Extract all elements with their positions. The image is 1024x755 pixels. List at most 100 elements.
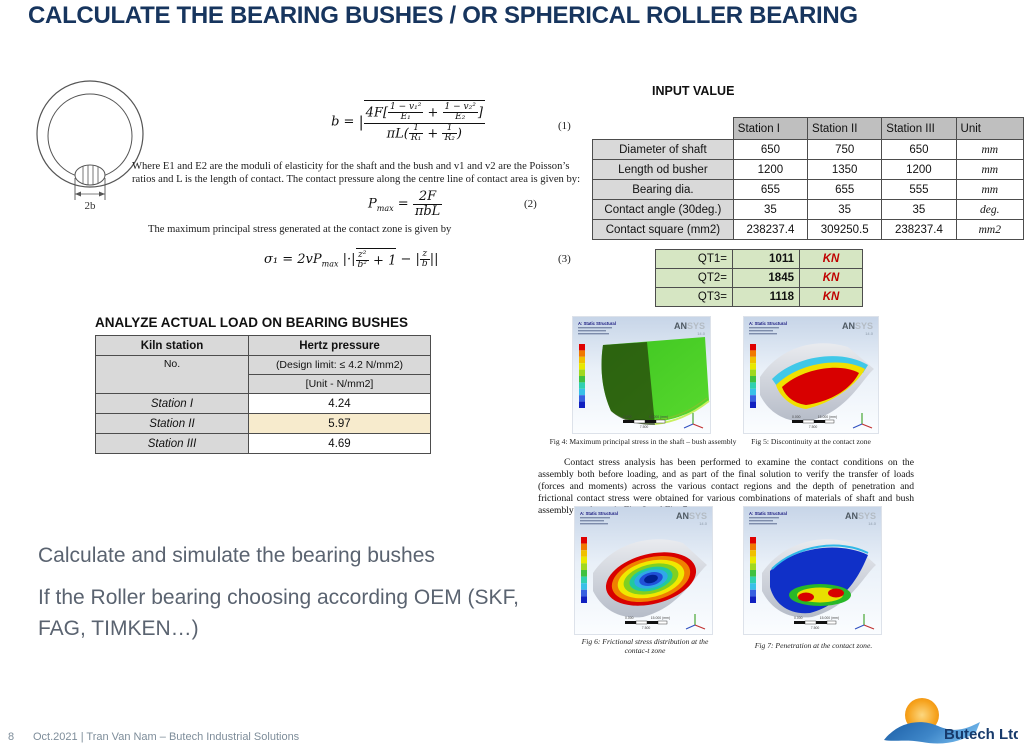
table-row: Contact angle (30deg.) 35 35 35 deg. bbox=[592, 199, 1024, 220]
analyze-station: Station I bbox=[95, 393, 249, 414]
page-title: CALCULATE THE BEARING BUSHES / OR SPHERI… bbox=[28, 2, 858, 29]
svg-text:15.000 (mm): 15.000 (mm) bbox=[818, 415, 837, 419]
eq3-minus: − bbox=[400, 251, 412, 267]
scale-bar: 0.000 15.000 (mm) 7.500 bbox=[794, 616, 839, 630]
input-header-unit: Unit bbox=[955, 117, 1024, 140]
eq1-radical: | bbox=[358, 112, 364, 131]
eq3-z: z bbox=[419, 249, 430, 260]
input-row-label: Length od busher bbox=[592, 159, 734, 180]
qt-value: 1845 bbox=[732, 268, 800, 288]
input-row-label: Contact angle (30deg.) bbox=[592, 199, 734, 220]
fig7-image: A: Static Structural ANSYS 14.0 0.000 bbox=[749, 511, 877, 630]
svg-text:0.000: 0.000 bbox=[794, 616, 803, 620]
input-header-station2: Station II bbox=[807, 117, 883, 140]
color-legend bbox=[750, 344, 756, 408]
ansys-version: 14.0 bbox=[697, 331, 706, 336]
input-cell: 238237.4 bbox=[881, 219, 957, 240]
fig5-image: A: Static Structural ANSYS 14.0 0.000 15… bbox=[749, 321, 874, 429]
diagram-2b-label: 2b bbox=[85, 200, 97, 212]
svg-text:0.000: 0.000 bbox=[623, 415, 632, 419]
input-unit-cell: mm2 bbox=[955, 219, 1024, 240]
logo-text: Butech Ltd. bbox=[944, 726, 1018, 743]
input-row-label: Contact square (mm2) bbox=[592, 219, 734, 240]
analyze-heading: ANALYZE ACTUAL LOAD ON BEARING BUSHES bbox=[95, 315, 409, 330]
note-line-1: Calculate and simulate the bearing bushe… bbox=[38, 544, 435, 567]
summary-notes: Calculate and simulate the bearing bushe… bbox=[38, 540, 543, 655]
axis-triad-icon bbox=[685, 614, 706, 630]
stress-text: The maximum principal stress generated a… bbox=[148, 224, 452, 235]
eq1-frac1-den: E₁ bbox=[400, 112, 411, 123]
fig6-caption-line1: Fig 6: Frictional stress distribution at… bbox=[581, 637, 709, 646]
fig7-caption: Fig 7: Penetration at the contact zone. bbox=[754, 641, 873, 650]
table-row: Diameter of shaft 650 750 650 mm bbox=[592, 139, 1024, 160]
svg-text:7.500: 7.500 bbox=[811, 626, 820, 630]
eq1-frac2-num: 1 − v₂² bbox=[442, 102, 478, 114]
fig5-plot-header: A: Static Structural bbox=[749, 321, 787, 326]
input-cell: 650 bbox=[732, 139, 809, 160]
table-row: Length od busher 1200 1350 1200 mm bbox=[592, 159, 1024, 180]
page-number: 8 bbox=[8, 731, 15, 743]
table-row: Kiln station Hertz pressure bbox=[95, 335, 431, 356]
eq3-plus1: + 1 bbox=[373, 253, 397, 269]
ansys-version: 14.0 bbox=[868, 521, 877, 526]
fig6-plot-header: A: Static Structural bbox=[580, 511, 618, 516]
input-unit-cell: mm bbox=[955, 139, 1024, 160]
fig7-ansys-plot: A: Static Structural ANSYS 14.0 0.000 bbox=[744, 507, 881, 634]
analyze-col2-header: Hertz pressure bbox=[248, 335, 431, 356]
input-cell: 655 bbox=[732, 179, 809, 200]
eq2-den: πbL bbox=[414, 203, 441, 219]
qt-unit: KN bbox=[799, 249, 863, 269]
eq1-frac2-den: E₂ bbox=[455, 112, 466, 123]
eq3-frac-den: b² bbox=[357, 260, 367, 271]
input-header-station1: Station I bbox=[732, 117, 809, 140]
eq1-den-post: ) bbox=[456, 126, 462, 142]
eq3-b: b bbox=[421, 258, 428, 269]
eq1-frac3-den: R₁ bbox=[410, 133, 422, 144]
input-cell: 35 bbox=[732, 199, 809, 220]
eq3-pre: σ₁ = 2vP bbox=[264, 251, 322, 267]
eq1-frac4-den: R₂ bbox=[444, 133, 455, 144]
eq2-lhs-sub: max bbox=[376, 204, 394, 214]
ansys-version: 14.0 bbox=[699, 521, 708, 526]
svg-text:15.000 (mm): 15.000 (mm) bbox=[649, 415, 668, 419]
equation-2: Pmax = 2F πbL bbox=[368, 190, 443, 219]
ansys-version: 14.0 bbox=[865, 331, 874, 336]
equation-3-tag: (3) bbox=[558, 253, 571, 265]
eq3-abs-close: || bbox=[429, 251, 439, 267]
analyze-value: 4.24 bbox=[248, 393, 431, 414]
eq1-num-post: ] bbox=[477, 105, 483, 121]
input-cell: 35 bbox=[881, 199, 957, 220]
eq2-lhs: P bbox=[368, 196, 377, 212]
eq1-den-pre: πL( bbox=[386, 126, 409, 142]
input-row-label: Diameter of shaft bbox=[592, 139, 734, 160]
table-row: Contact square (mm2) 238237.4 309250.5 2… bbox=[592, 219, 1024, 240]
ansys-logo: ANSYS bbox=[676, 511, 707, 521]
fig6-caption: Fig 6: Frictional stress distribution at… bbox=[560, 637, 730, 655]
input-unit-cell: mm bbox=[955, 159, 1024, 180]
equation-3: σ₁ = 2vPmax |·| z² b² + 1 − | z b || bbox=[264, 248, 438, 271]
qt-load-table: QT1= 1011 KN QT2= 1845 KN QT3= 1118 KN bbox=[655, 249, 863, 307]
analyze-station: Station III bbox=[95, 433, 249, 454]
bearing-ring-diagram: 2b bbox=[36, 80, 144, 212]
fig4-caption: Fig 4: Maximum principal stress in the s… bbox=[549, 437, 737, 446]
eq1-plus: + bbox=[427, 105, 439, 121]
table-row: QT3= 1118 KN bbox=[655, 287, 863, 307]
footer-credits: Oct.2021 | Tran Van Nam – Butech Industr… bbox=[33, 731, 300, 743]
analyze-col1-header: Kiln station bbox=[95, 335, 249, 356]
table-row: Station II 5.97 bbox=[95, 413, 431, 434]
ansys-logo: ANSYS bbox=[845, 511, 876, 521]
input-cell: 1200 bbox=[732, 159, 809, 180]
eq1-frac4-num: 1 bbox=[442, 123, 457, 135]
qt-unit: KN bbox=[799, 268, 863, 288]
eq1-lhs: b = bbox=[331, 114, 355, 130]
svg-text:7.500: 7.500 bbox=[640, 425, 649, 429]
table-row: QT1= 1011 KN bbox=[655, 249, 863, 269]
input-cell: 650 bbox=[881, 139, 957, 160]
eq3-mid: |·| bbox=[342, 251, 356, 267]
input-value-heading: INPUT VALUE bbox=[652, 84, 735, 98]
analyze-col1-sub: No. bbox=[95, 355, 249, 394]
axis-triad-icon bbox=[683, 413, 704, 429]
input-cell: 309250.5 bbox=[807, 219, 883, 240]
svg-text:0.000: 0.000 bbox=[792, 415, 801, 419]
